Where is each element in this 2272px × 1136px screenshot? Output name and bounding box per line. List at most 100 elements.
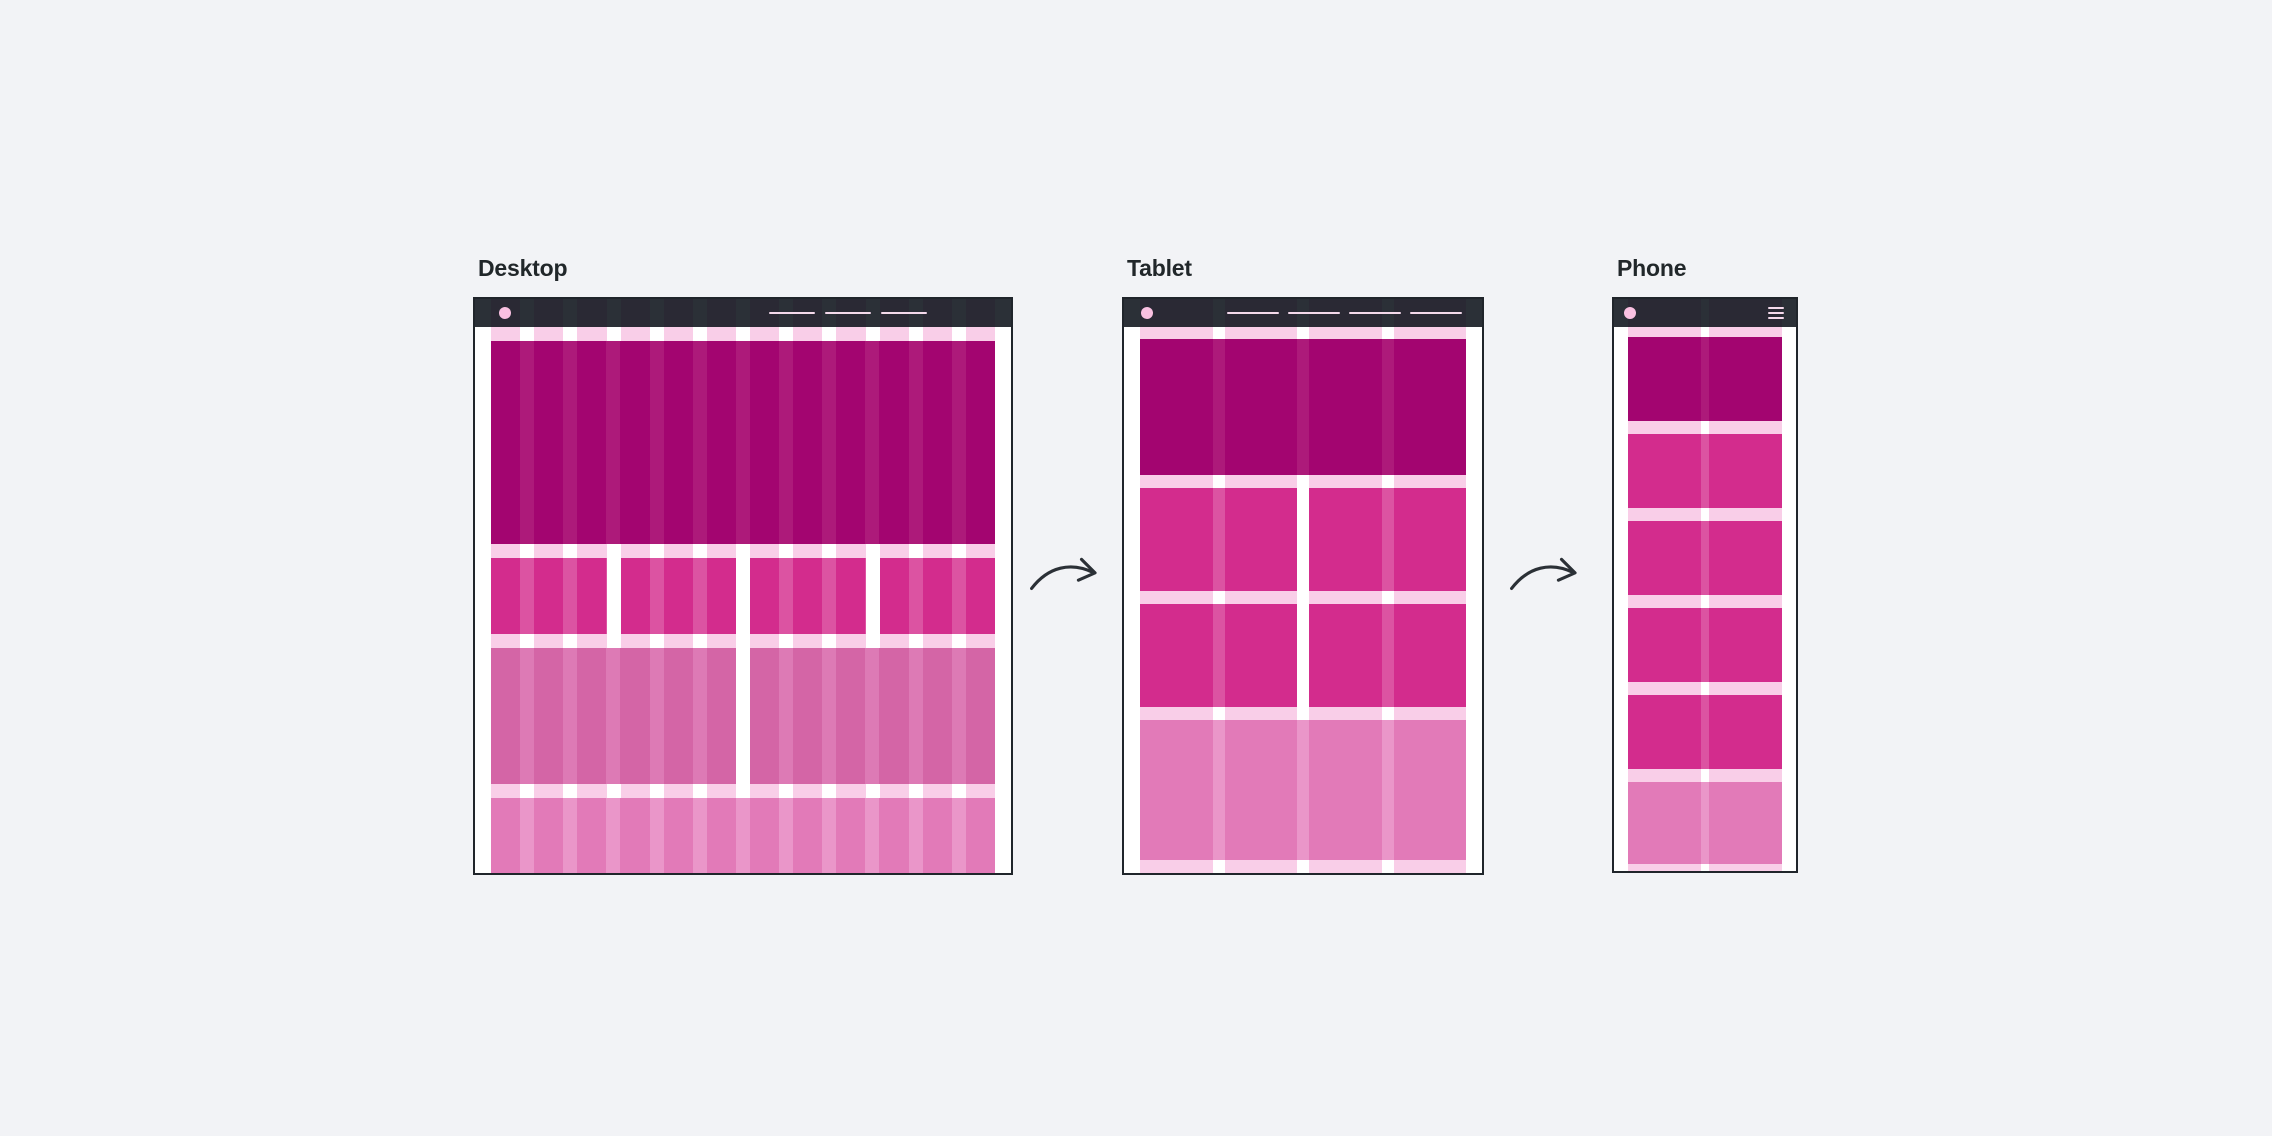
grid-cell — [793, 648, 823, 784]
layout-row — [1140, 339, 1466, 475]
grid-cell — [879, 341, 909, 544]
grid-cell — [922, 558, 952, 634]
grid-cell — [1140, 604, 1213, 707]
grid-cell — [836, 558, 866, 634]
content-block-light — [1628, 782, 1782, 864]
grid-cell — [706, 798, 736, 873]
grid-cell — [491, 798, 521, 873]
desktop-page-body — [475, 327, 1011, 873]
grid-cell — [1393, 720, 1466, 860]
grid-cell — [1140, 339, 1213, 475]
device-phone: Phone — [1612, 254, 1798, 873]
layout-row — [1628, 608, 1782, 682]
grid-cell — [1628, 434, 1701, 508]
content-block-medium — [1309, 604, 1466, 707]
content-block-dark — [491, 341, 995, 544]
content-block-medium — [750, 558, 866, 634]
nav-link-dash — [1227, 312, 1279, 314]
grid-cell — [749, 798, 780, 873]
grid-cell — [663, 648, 693, 784]
content-block-medium — [1628, 434, 1782, 508]
desktop-app-bar — [475, 299, 1011, 327]
grid-cell — [620, 341, 650, 544]
grid-cell — [1309, 604, 1382, 707]
layout-row — [1628, 434, 1782, 508]
device-tablet: Tablet — [1122, 254, 1484, 875]
grid-cell — [620, 798, 650, 873]
content-block-muted — [491, 648, 736, 784]
grid-cell — [1224, 720, 1297, 860]
menu-line — [1768, 307, 1784, 309]
grid-cell — [965, 341, 995, 544]
content-block-medium — [1309, 488, 1466, 591]
layout-row — [1140, 604, 1466, 707]
grid-cell — [965, 648, 995, 784]
grid-cell — [1709, 782, 1782, 864]
grid-cell — [706, 558, 736, 634]
content-block-medium — [491, 558, 607, 634]
grid-cell — [534, 798, 564, 873]
device-label-phone: Phone — [1617, 255, 1687, 281]
grid-cell — [1628, 695, 1701, 769]
layout-row — [1628, 695, 1782, 769]
grid-cell — [491, 558, 521, 634]
layout-row — [491, 648, 995, 784]
grid-cell — [1709, 608, 1782, 682]
grid-cell — [836, 648, 866, 784]
nav-link-dash — [769, 312, 815, 314]
content-block-light — [1140, 720, 1466, 860]
menu-line — [1768, 312, 1784, 314]
content-block-medium — [1140, 604, 1297, 707]
tablet-page-body — [1124, 327, 1482, 873]
content-block-medium — [1628, 521, 1782, 595]
grid-cell — [750, 558, 780, 634]
desktop-browser-frame — [473, 297, 1013, 875]
content-block-light — [491, 798, 995, 873]
grid-cell — [577, 648, 607, 784]
grid-cell — [577, 558, 607, 634]
content-block-medium — [1140, 488, 1297, 591]
logo-dot-icon — [1624, 307, 1636, 319]
grid-cell — [534, 341, 564, 544]
layout-row — [491, 558, 995, 634]
grid-cell — [1628, 608, 1701, 682]
nav-link-dash — [1349, 312, 1401, 314]
grid-cell — [1140, 720, 1213, 860]
logo-dot-icon — [499, 307, 511, 319]
grid-cell — [1709, 695, 1782, 769]
phone-page-body — [1614, 327, 1796, 871]
layout-row — [1628, 782, 1782, 864]
curved-right-arrow-icon — [1030, 557, 1097, 591]
grid-cell — [879, 648, 909, 784]
phone-frame — [1612, 297, 1798, 873]
nav-link-dashes — [769, 312, 927, 314]
grid-cell — [1309, 339, 1382, 475]
device-desktop: Desktop — [473, 254, 1013, 875]
device-label-desktop: Desktop — [478, 255, 568, 281]
grid-cell — [663, 558, 693, 634]
logo-dot-icon — [1141, 307, 1153, 319]
nav-link-dash — [825, 312, 871, 314]
grid-cell — [965, 558, 995, 634]
grid-cell — [1709, 337, 1782, 421]
content-block-dark — [1140, 339, 1466, 475]
grid-cell — [793, 798, 823, 873]
layout-row — [1140, 720, 1466, 860]
layout-row — [1140, 488, 1466, 591]
grid-cell — [1224, 488, 1297, 591]
grid-cell — [922, 341, 952, 544]
grid-cell — [1309, 720, 1382, 860]
curved-right-arrow-icon — [1510, 557, 1577, 591]
layout-row — [1628, 521, 1782, 595]
grid-cell — [1393, 604, 1466, 707]
phone-app-bar — [1614, 299, 1796, 327]
grid-cell — [663, 341, 693, 544]
grid-cell — [1224, 339, 1297, 475]
grid-cell — [879, 798, 909, 873]
layout-row — [1628, 337, 1782, 421]
grid-cell — [922, 798, 952, 873]
content-block-medium — [1628, 608, 1782, 682]
grid-cell — [793, 558, 823, 634]
grid-cell — [749, 341, 780, 544]
